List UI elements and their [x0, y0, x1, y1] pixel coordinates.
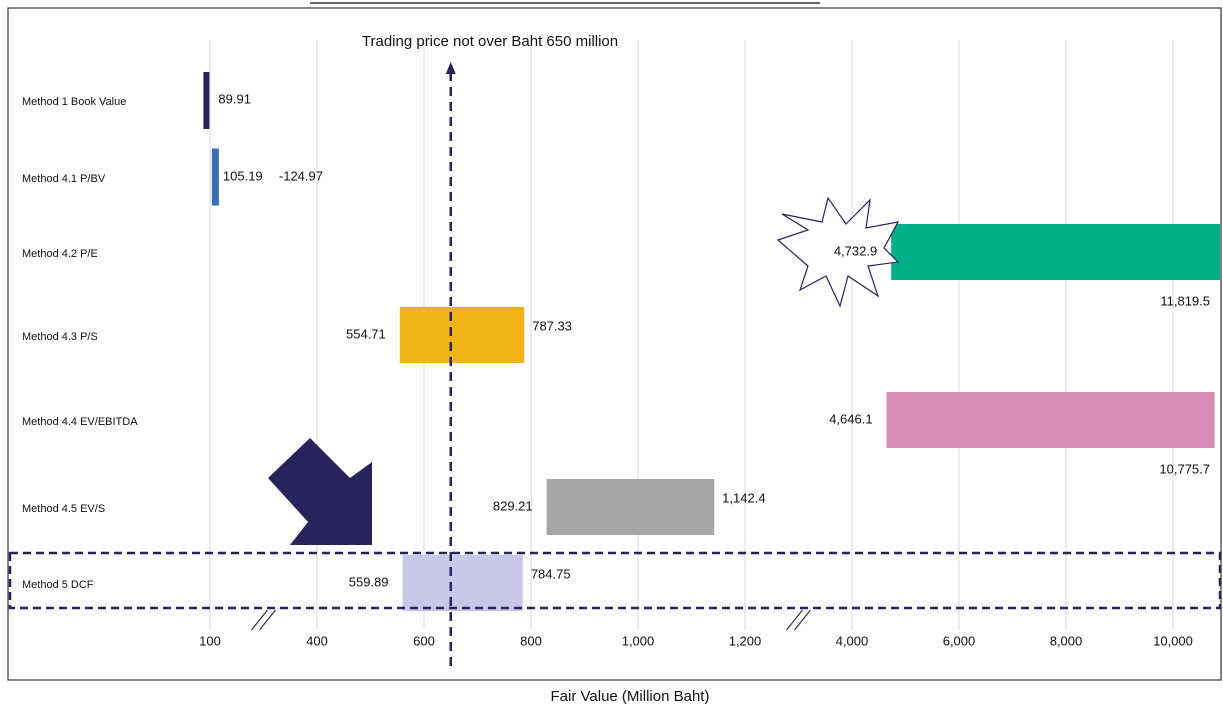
annotation: Trading price not over Baht 650 million	[362, 33, 618, 50]
reference-arrowhead	[445, 62, 456, 74]
bars	[203, 72, 1220, 611]
category-label: Method 1 Book Value	[22, 96, 126, 108]
plot-frame	[7, 7, 1222, 681]
value-label: 554.71	[346, 326, 386, 341]
value-label: 1,142.4	[722, 490, 765, 505]
value-label: 4,732.9	[834, 243, 877, 258]
bar	[891, 224, 1220, 280]
starburst	[776, 196, 900, 308]
x-tick-label: 100	[199, 633, 221, 648]
axis-break	[794, 609, 811, 631]
pointer-arrow	[268, 438, 372, 545]
value-label: 89.91	[218, 91, 251, 106]
category-label: Method 4.5 EV/S	[22, 503, 105, 515]
x-tick-label: 1,000	[622, 633, 655, 648]
axis-break	[259, 609, 276, 631]
x-tick-label: 400	[306, 633, 328, 648]
x-tick-label: 10,000	[1153, 633, 1193, 648]
x-tick-label: 8,000	[1050, 633, 1083, 648]
value-label: 559.89	[349, 574, 389, 589]
axis-break	[786, 609, 803, 631]
value-label: 787.33	[532, 318, 572, 333]
value-label: 784.75	[531, 566, 571, 581]
category-label: Method 4.4 EV/EBITDA	[22, 416, 138, 428]
bar	[203, 72, 210, 129]
x-axis-label: Fair Value (Million Baht)	[551, 688, 710, 705]
x-tick-label: 800	[520, 633, 542, 648]
highlight-box	[8, 551, 1222, 610]
bar	[211, 148, 219, 206]
value-label: 11,819.5	[1160, 293, 1210, 308]
x-tick-label: 1,200	[729, 633, 762, 648]
value-label: -124.97	[279, 168, 323, 183]
category-label: Method 4.3 P/S	[22, 331, 98, 343]
category-label: Method 5 DCF	[22, 579, 94, 591]
category-label: Method 4.1 P/BV	[22, 173, 106, 185]
value-label: 829.21	[493, 498, 533, 513]
bar	[399, 307, 525, 363]
bar	[886, 392, 1215, 448]
value-label: 10,775.7	[1159, 461, 1210, 476]
x-tick-label: 6,000	[943, 633, 976, 648]
x-tick-label: 4,000	[836, 633, 869, 648]
bar	[546, 479, 715, 535]
bar	[402, 555, 523, 611]
value-label: 4,646.1	[829, 411, 872, 426]
category-label: Method 4.2 P/E	[22, 248, 98, 260]
x-tick-label: 600	[413, 633, 435, 648]
value-label: 105.19	[223, 168, 263, 183]
grid	[209, 40, 1174, 630]
axis-break	[251, 609, 268, 631]
